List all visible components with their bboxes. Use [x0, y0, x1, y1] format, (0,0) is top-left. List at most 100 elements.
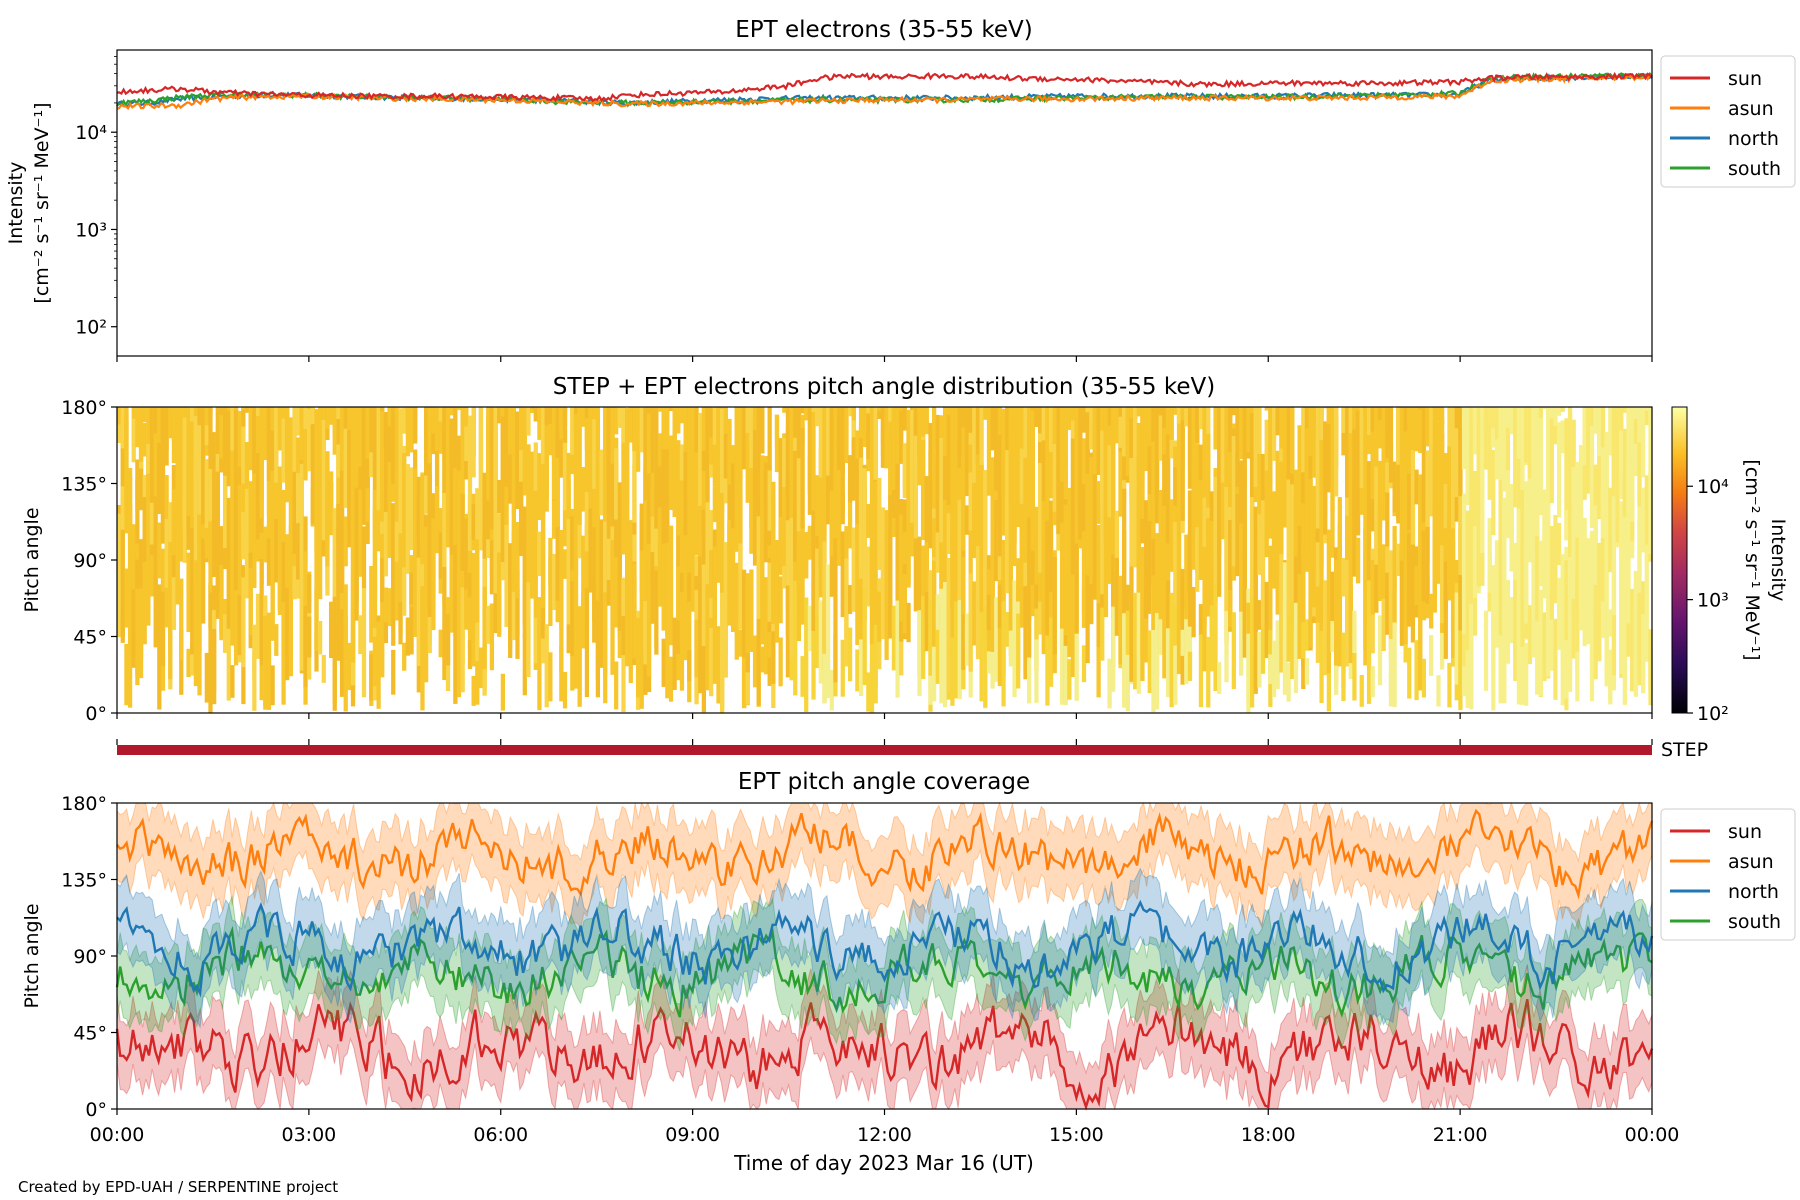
- heatmap-cell: [226, 407, 231, 487]
- heatmap-cell: [427, 407, 432, 464]
- heatmap-cell: [734, 563, 739, 618]
- heatmap-cell: [1217, 407, 1222, 442]
- heatmap-cell: [1019, 460, 1024, 595]
- heatmap-cell: [1648, 407, 1653, 538]
- heatmap-cell: [1169, 499, 1174, 572]
- heatmap-cell: [646, 407, 652, 414]
- heatmap-cell: [1608, 670, 1613, 700]
- heatmap-cell: [1100, 607, 1105, 661]
- heatmap-cell: [811, 407, 816, 413]
- heatmap-cell: [705, 407, 710, 526]
- heatmap-cell: [562, 508, 568, 547]
- heatmap-cell: [566, 452, 571, 551]
- y-tick-label: 0°: [85, 703, 107, 725]
- heatmap-cell: [661, 638, 666, 687]
- heatmap-cell: [1312, 407, 1317, 439]
- heatmap-cell: [818, 600, 823, 684]
- heatmap-cell: [222, 407, 228, 476]
- heatmap-cell: [1048, 468, 1054, 499]
- heatmap-cell: [1604, 560, 1609, 687]
- heatmap-cell: [219, 415, 224, 459]
- heatmap-cell: [241, 407, 246, 410]
- heatmap-cell: [1549, 526, 1554, 620]
- heatmap-cell: [815, 548, 820, 618]
- heatmap-cell: [1407, 472, 1412, 531]
- heatmap-cell: [358, 407, 363, 468]
- heatmap-cell: [1505, 483, 1511, 539]
- heatmap-cell: [266, 632, 272, 710]
- heatmap-cell: [672, 617, 677, 690]
- heatmap-cell: [486, 605, 491, 644]
- heatmap-cell: [1553, 531, 1558, 604]
- heatmap-cell: [1016, 613, 1021, 689]
- heatmap-cell: [1034, 538, 1039, 671]
- heatmap-cell: [328, 407, 334, 425]
- heatmap-cell: [1447, 446, 1452, 560]
- heatmap-cell: [1271, 640, 1277, 698]
- heatmap-cell: [979, 674, 984, 702]
- heatmap-cell: [252, 624, 257, 711]
- heatmap-cell: [314, 633, 319, 672]
- heatmap-cell: [1352, 610, 1357, 653]
- heatmap-cell: [1041, 530, 1046, 576]
- heatmap-cell: [438, 629, 443, 658]
- heatmap-cell: [1432, 495, 1437, 607]
- heatmap-cell: [1268, 629, 1273, 658]
- heatmap-cell: [1275, 407, 1280, 436]
- heatmap-cell: [599, 576, 604, 605]
- heatmap-cell: [292, 471, 297, 554]
- heatmap-cell: [584, 407, 590, 538]
- heatmap-cell: [548, 416, 553, 456]
- heatmap-cell: [632, 464, 637, 595]
- heatmap-cell: [1063, 407, 1068, 466]
- heatmap-cell: [1264, 470, 1269, 558]
- heatmap-cell: [212, 508, 217, 577]
- heatmap-cell: [621, 445, 626, 555]
- heatmap-cell: [1498, 599, 1503, 704]
- panel1-title: EPT electrons (35-55 keV): [735, 17, 1032, 43]
- heatmap-cell: [1472, 593, 1478, 636]
- heatmap-cell: [1531, 407, 1536, 455]
- heatmap-cell: [749, 569, 754, 652]
- heatmap-cell: [1392, 622, 1397, 707]
- heatmap-cell: [1615, 464, 1620, 543]
- heatmap-cell: [1107, 542, 1112, 584]
- heatmap-cell: [632, 534, 637, 562]
- heatmap-cell: [204, 407, 209, 426]
- panel1-y-ticks: 10² 10³ 10⁴: [75, 56, 117, 339]
- heatmap-cell: [215, 407, 220, 454]
- heatmap-cell: [1345, 407, 1350, 501]
- heatmap-cell: [548, 652, 553, 702]
- heatmap-cell: [771, 562, 776, 625]
- heatmap-cell: [625, 470, 630, 578]
- heatmap-cell: [299, 407, 304, 461]
- heatmap-cell: [811, 407, 816, 542]
- heatmap-cell: [818, 477, 823, 598]
- heatmap-cell: [339, 407, 345, 471]
- heatmap-cell: [354, 407, 359, 447]
- heatmap-cell: [186, 407, 191, 516]
- heatmap-cell: [1041, 407, 1046, 502]
- heatmap-cell: [475, 488, 480, 589]
- heatmap-cell: [727, 526, 732, 619]
- heatmap-cell: [1586, 407, 1591, 418]
- heatmap-cell: [493, 593, 498, 634]
- heatmap-cell: [866, 546, 871, 607]
- heatmap-cell: [603, 407, 608, 522]
- heatmap-cell: [307, 409, 312, 472]
- heatmap-cell: [1074, 407, 1079, 445]
- heatmap-cell: [1458, 529, 1463, 631]
- heatmap-cell: [760, 407, 765, 454]
- heatmap-cell: [127, 477, 133, 617]
- heatmap-cell: [464, 407, 469, 427]
- heatmap-cell: [1502, 536, 1507, 580]
- heatmap-cell: [1023, 457, 1028, 563]
- heatmap-cell: [741, 569, 747, 704]
- x-tick-label: 00:00: [90, 1124, 145, 1146]
- heatmap-cell: [866, 672, 871, 712]
- heatmap-cell: [1195, 527, 1200, 564]
- heatmap-cell: [1231, 612, 1236, 690]
- heatmap-cell: [179, 629, 184, 695]
- heatmap-cell: [1304, 619, 1310, 651]
- heatmap-cell: [190, 643, 195, 676]
